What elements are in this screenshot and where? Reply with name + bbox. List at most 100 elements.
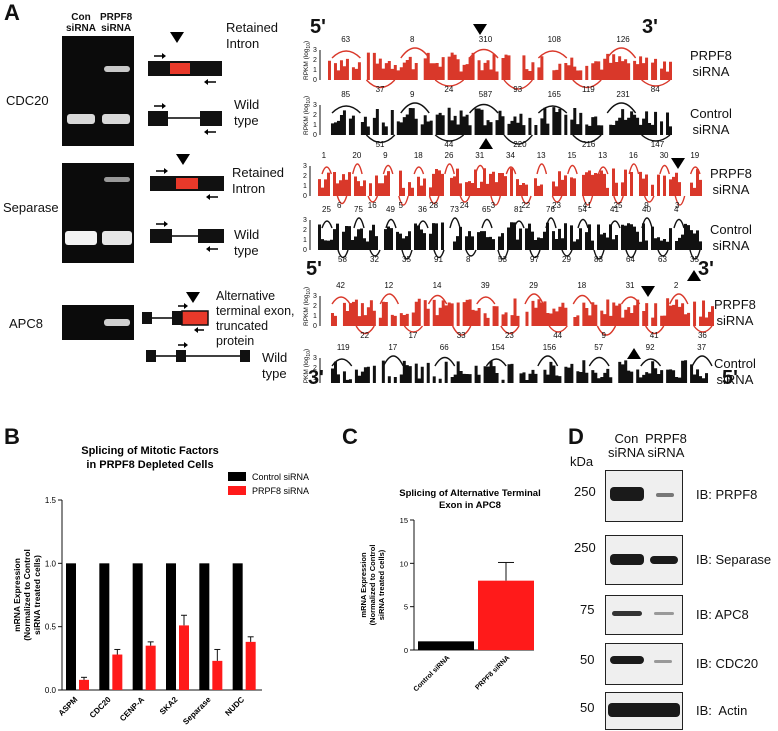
junction-arc — [567, 164, 578, 175]
junction-arc — [606, 47, 637, 59]
junction-arc — [444, 163, 455, 175]
junction-count: 76 — [546, 205, 555, 214]
junction-count: 216 — [582, 140, 596, 149]
junction-arc — [400, 102, 430, 114]
junction-count: 4 — [674, 205, 679, 214]
junction-count: 41 — [583, 201, 592, 210]
blot-actin — [605, 692, 683, 730]
junction-count: 119 — [337, 343, 350, 352]
junction-arc — [657, 249, 669, 257]
separase-retained-label: Retained Intron — [232, 165, 285, 196]
axis-tick: 1 — [303, 183, 307, 190]
junction-count: 34 — [506, 151, 515, 160]
junction-count: 91 — [434, 255, 443, 264]
junction-count: 9 — [644, 201, 649, 210]
chart-b-xtick: SKA2 — [158, 695, 180, 717]
coverage-area — [328, 52, 672, 80]
legend-label-1: PRPF8 siRNA — [252, 486, 309, 496]
junction-arc — [382, 164, 394, 175]
chart-b-title: Splicing of Mitotic Factors — [81, 445, 219, 457]
chart-c-ytick: 10 — [400, 559, 408, 568]
chart-b-xtick: CENP-A — [118, 695, 146, 723]
chart-c-ylabel: (Normalized to Control — [368, 545, 377, 626]
junction-arc — [434, 134, 465, 142]
junction-arc — [500, 325, 520, 335]
bar-ASPM-0 — [66, 563, 76, 690]
junction-count: 41 — [610, 205, 619, 214]
junction-arc — [669, 293, 689, 305]
junction-count: 13 — [598, 151, 607, 160]
junction-arc — [572, 294, 592, 305]
junction-count: 16 — [368, 201, 377, 210]
chart-c-title: Splicing of Alternative Terminal — [399, 488, 540, 499]
junction-count: 15 — [567, 151, 576, 160]
junction-marker-4 — [641, 286, 655, 297]
junction-count: 41 — [650, 331, 659, 340]
junction-arc — [465, 249, 477, 257]
junction-arc — [400, 47, 430, 59]
cdc20-prpf8-track-label: PRPF8 siRNA — [690, 48, 732, 79]
junction-count: 44 — [553, 331, 562, 340]
junction-count: 310 — [479, 35, 493, 44]
separase-control-track-label: Control siRNA — [710, 222, 752, 253]
blot-header-prpf8: PRPF8 siRNA — [645, 431, 687, 460]
chart-b-xtick: Separase — [181, 695, 213, 727]
bar-CDC20-1 — [112, 654, 123, 690]
kda-label: kDa — [570, 454, 594, 469]
junction-arc — [659, 164, 670, 175]
chart-b-ytick: 1.0 — [45, 559, 57, 568]
junction-count: 66 — [440, 343, 449, 352]
junction-arc — [606, 102, 637, 114]
axis-tick: 0 — [313, 77, 317, 84]
blot-label-1: IB: Separase — [696, 552, 772, 567]
junction-count: 63 — [341, 35, 350, 44]
junction-arc — [336, 195, 348, 205]
chart-c-ytick: 5 — [404, 603, 408, 612]
chart-b-ylabel: siRNA treated cells) — [32, 555, 42, 635]
gel-header-prpf8: PRPF8 siRNA — [100, 12, 133, 34]
junction-count: 9 — [410, 90, 415, 99]
apc8-alt-label: Alternative terminal exon, truncated pro… — [216, 289, 295, 348]
blot-header-con: Con siRNA — [608, 431, 645, 460]
coverage-area — [318, 168, 702, 196]
junction-count: 23 — [552, 201, 561, 210]
axis-tick: 0 — [303, 193, 307, 200]
bar-CENP-A-1 — [145, 645, 156, 690]
apc8-end-right: 5' — [722, 367, 738, 389]
axis-tick: 2 — [303, 173, 307, 180]
rpkm-axis-label: RPKM (log10) — [303, 349, 312, 383]
axis-tick: 0 — [313, 132, 317, 139]
axis-tick: 1 — [313, 67, 317, 74]
axis-tick: 3 — [303, 163, 307, 170]
junction-count: 36 — [698, 331, 707, 340]
junction-arc — [588, 356, 610, 367]
junction-arc — [596, 325, 617, 336]
rpkm-axis-label: RPKM (log10) — [300, 157, 302, 196]
blot-label-2: IB: APC8 — [696, 607, 749, 622]
junction-arc — [641, 217, 653, 229]
junction-arc — [352, 163, 363, 175]
legend-swatch-0 — [228, 472, 246, 481]
junction-count: 32 — [370, 255, 379, 264]
apc8-wild-label: Wild type — [262, 350, 288, 381]
chart-c-title: Exon in APC8 — [439, 500, 501, 511]
junction-marker-0 — [473, 24, 487, 35]
junction-arc — [693, 325, 713, 333]
bar-SKA2-1 — [179, 625, 189, 690]
axis-tick: 2 — [313, 57, 317, 64]
junction-count: 126 — [616, 35, 630, 44]
junction-count: 65 — [482, 205, 491, 214]
bar-NUDC-1 — [245, 641, 256, 690]
axis-tick: 1 — [313, 313, 317, 320]
junction-arc — [459, 195, 471, 203]
blot-label-4: IB: Actin — [696, 703, 748, 718]
axis-tick: 2 — [313, 303, 317, 310]
blot-separase — [605, 535, 683, 585]
junction-arc — [641, 134, 671, 142]
separase-prpf8-track-label: PRPF8 siRNA — [710, 166, 752, 197]
chart-b-ylabel: (Normalized to Control — [22, 549, 32, 641]
junction-arc — [497, 249, 509, 260]
junction-marker-5 — [627, 348, 641, 359]
junction-count: 220 — [513, 140, 527, 149]
junction-arc — [503, 79, 533, 90]
